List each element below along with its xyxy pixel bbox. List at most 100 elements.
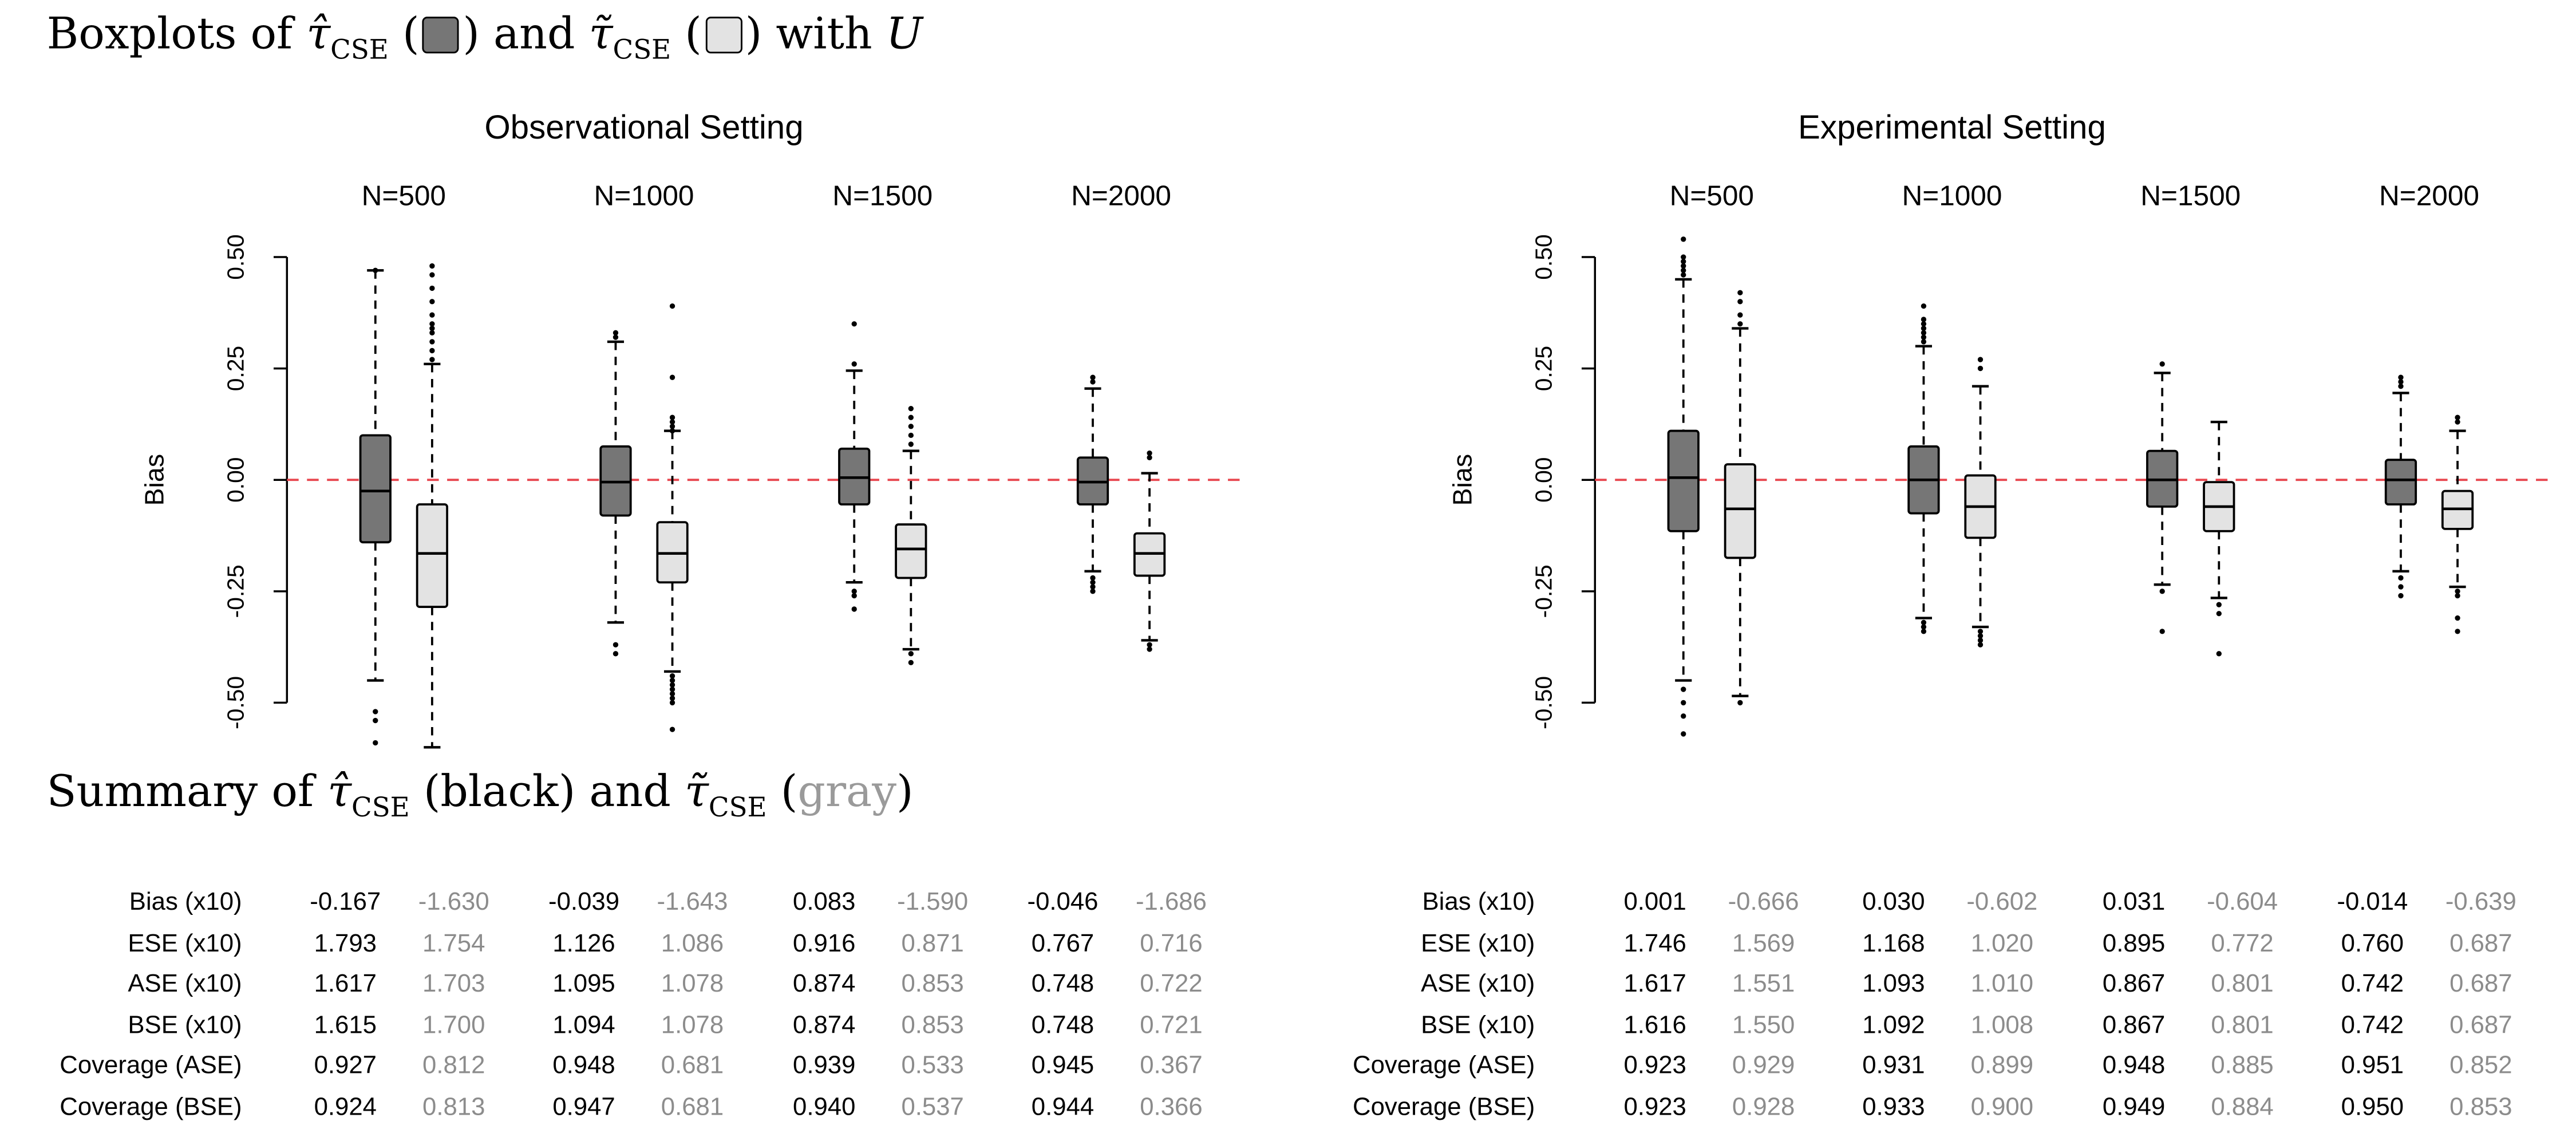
- outlier-point: [669, 682, 675, 688]
- y-tick-label: 0.00: [1530, 457, 1556, 502]
- table-cell-tilde: 0.533: [901, 1051, 964, 1080]
- table-cell-hat: 0.923: [1623, 1051, 1686, 1080]
- box-tilde-n1500: [2203, 420, 2235, 657]
- outlier-point: [1921, 321, 1927, 327]
- outlier-point: [1977, 637, 1984, 643]
- row-label: Coverage (BSE): [1353, 1092, 1535, 1121]
- table-cell-hat: 0.760: [2341, 929, 2404, 958]
- boxplots-heading-with: with: [762, 10, 886, 60]
- table-cell-tilde: 0.716: [1140, 929, 1203, 958]
- table-cell-tilde: 0.812: [422, 1051, 485, 1080]
- outlier-point: [1090, 579, 1096, 585]
- table-cell-tilde: 0.801: [2211, 969, 2274, 998]
- table-cell-tilde: 0.900: [1970, 1092, 2034, 1121]
- table-cell-tilde: -1.643: [657, 888, 728, 917]
- table-cell-tilde: 0.853: [2449, 1092, 2512, 1121]
- outlier-point: [1921, 330, 1927, 335]
- table-cell-tilde: 0.813: [422, 1092, 485, 1121]
- outlier-point: [669, 419, 675, 425]
- outlier-point: [1681, 686, 1686, 692]
- row-label: BSE (x10): [128, 1010, 242, 1039]
- y-axis-label: Bias: [140, 454, 169, 506]
- table-cell-tilde: 1.569: [1732, 929, 1795, 958]
- outlier-point: [1090, 589, 1096, 594]
- boxplots-heading-prefix: Boxplots of: [46, 10, 307, 60]
- y-tick-label: 0.00: [223, 457, 249, 502]
- group-label: N=1500: [832, 180, 933, 212]
- outlier-point: [1737, 290, 1743, 295]
- table-cell-hat: 0.951: [2341, 1051, 2404, 1080]
- table-cell-hat: 0.748: [1031, 969, 1095, 998]
- table-cell-tilde: 1.020: [1970, 929, 2034, 958]
- outlier-point: [429, 339, 435, 345]
- outlier-point: [2455, 414, 2460, 420]
- row-label: ASE (x10): [128, 969, 242, 998]
- table-cell-hat: 0.867: [2102, 969, 2166, 998]
- outlier-point: [2455, 615, 2460, 621]
- table-cell-hat: 1.095: [552, 969, 615, 998]
- boxplot-panel-0: Observational Setting N=500 N=1000 N=1500 N=…: [140, 109, 1243, 749]
- table-cell-tilde: -0.604: [2207, 888, 2278, 917]
- table-cell-hat: 0.931: [1862, 1051, 1925, 1080]
- outlier-point: [908, 414, 914, 420]
- table-cell-tilde: -1.590: [897, 888, 969, 917]
- y-tick-label: -0.25: [1530, 564, 1556, 618]
- box-tilde-n1000: [656, 303, 689, 732]
- panel-title: Experimental Setting: [1798, 109, 2106, 146]
- row-label: Coverage (ASE): [1353, 1051, 1535, 1080]
- table-cell-hat: 1.616: [1623, 1010, 1686, 1039]
- outlier-point: [669, 428, 675, 434]
- outlier-point: [429, 330, 435, 335]
- table-cell-tilde: 1.086: [661, 929, 724, 958]
- table-cell-hat: -0.046: [1027, 888, 1099, 917]
- outlier-point: [1977, 365, 1984, 372]
- table-cell-hat: 0.945: [1031, 1051, 1095, 1080]
- panel-title: Observational Setting: [484, 109, 803, 146]
- table-cell-hat: 0.742: [2341, 1010, 2404, 1039]
- box-hat-n1000: [1907, 303, 1940, 634]
- box-tilde-n1000: [1964, 357, 1997, 647]
- tau-tilde-subscript: CSE: [613, 33, 671, 66]
- outlier-point: [2159, 589, 2165, 594]
- outlier-point: [2398, 584, 2404, 590]
- boxplots-heading: Boxplots of τ̂CSE () and τ̃CSE () with U: [46, 10, 923, 66]
- table-cell-tilde: -0.666: [1728, 888, 1799, 917]
- summary-tau-tilde-subscript: CSE: [708, 791, 767, 823]
- boxplots-heading-mid: and: [479, 10, 589, 60]
- table-cell-tilde: 1.010: [1970, 969, 2034, 998]
- y-tick-label: 0.25: [223, 346, 249, 391]
- box-body: [2384, 459, 2417, 506]
- table-cell-hat: 0.940: [793, 1092, 856, 1121]
- outlier-point: [1681, 700, 1686, 706]
- table-cell-tilde: -0.639: [2445, 888, 2516, 917]
- row-label: ESE (x10): [128, 929, 242, 958]
- outlier-point: [669, 700, 675, 706]
- table-cell-hat: 1.093: [1862, 969, 1925, 998]
- outlier-point: [429, 312, 435, 318]
- outlier-point: [851, 321, 857, 327]
- table-cell-tilde: -1.686: [1135, 888, 1207, 917]
- group-label: N=1000: [1902, 180, 2002, 212]
- outlier-point: [851, 606, 857, 612]
- table-cell-hat: 1.126: [552, 929, 615, 958]
- table-cell-tilde: 0.687: [2449, 1010, 2512, 1039]
- outlier-point: [1921, 629, 1927, 634]
- summary-tau-tilde-symbol: τ̃: [684, 768, 709, 818]
- outlier-point: [1681, 731, 1686, 737]
- table-cell-hat: 0.742: [2341, 969, 2404, 998]
- table-cell-tilde: 0.772: [2211, 929, 2274, 958]
- table-cell-tilde: -1.630: [418, 888, 489, 917]
- table-cell-hat: 0.948: [2102, 1051, 2166, 1080]
- outlier-point: [669, 695, 675, 701]
- y-tick-label: -0.25: [223, 564, 249, 618]
- outlier-point: [1090, 584, 1096, 590]
- outlier-point: [1147, 450, 1152, 456]
- outlier-point: [1977, 633, 1984, 639]
- outlier-point: [2455, 589, 2460, 594]
- summary-heading-prefix: Summary of: [46, 768, 328, 818]
- box-hat-n1500: [838, 321, 871, 612]
- group-label: N=1000: [594, 180, 694, 212]
- table-cell-tilde: 1.754: [422, 929, 485, 958]
- outlier-point: [851, 593, 857, 599]
- outlier-point: [1921, 317, 1927, 322]
